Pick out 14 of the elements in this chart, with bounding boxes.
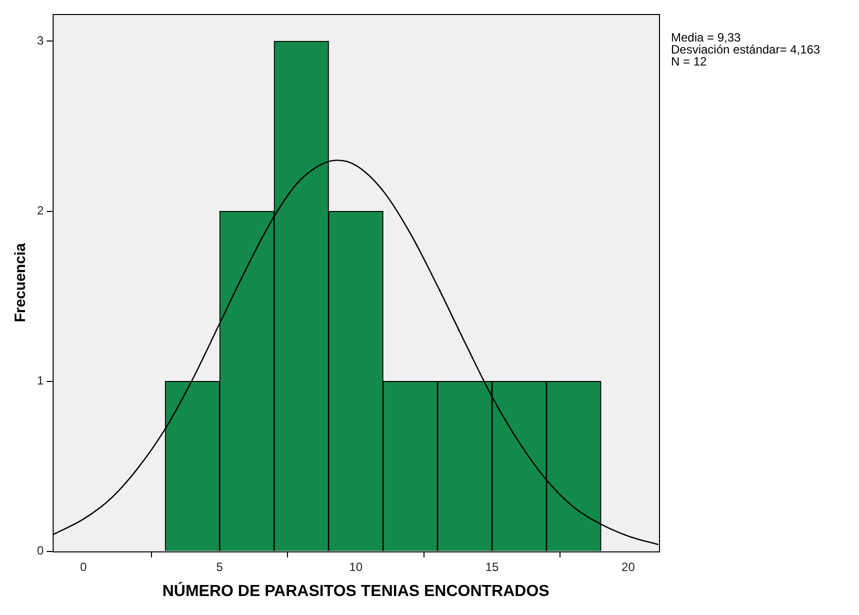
text: Media = 9,33 [671, 30, 742, 44]
y-tick-label: 1 [36, 374, 44, 388]
y-tick-label: 2 [36, 204, 44, 218]
x-tick-label: 15 [485, 560, 500, 574]
x-tick-label: 0 [80, 560, 88, 574]
y-tick-label: 0 [36, 544, 44, 558]
y-tick-label: 3 [36, 34, 44, 48]
x-tick-label: 5 [216, 560, 224, 574]
x-tick-label: 20 [622, 560, 636, 574]
text: Desviación estándar= 4,163 [671, 42, 820, 56]
text: N = 12 [671, 54, 708, 68]
y-axis-title: Frecuencia [12, 242, 30, 322]
x-axis-title: NÚMERO DE PARASITOS TENIAS ENCONTRADOS [162, 580, 550, 600]
x-tick-label: 10 [349, 560, 363, 574]
